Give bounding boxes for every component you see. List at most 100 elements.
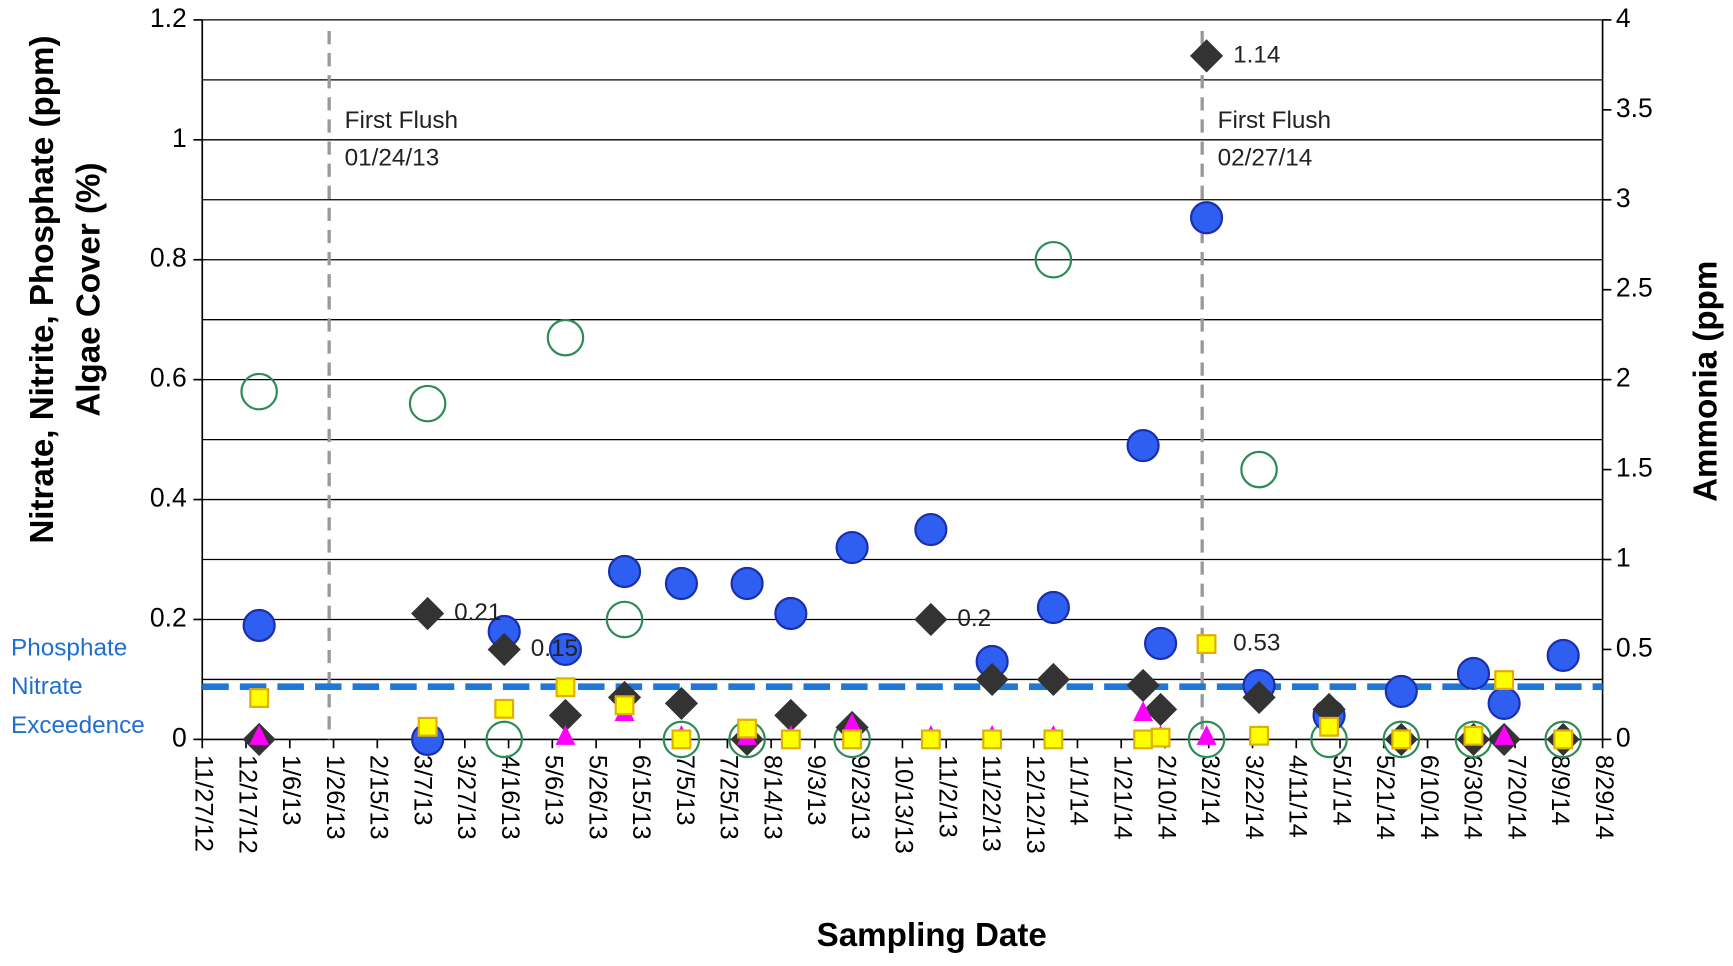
circle-marker: [1456, 656, 1491, 691]
triangle-marker: [1133, 701, 1154, 721]
circle-marker: [835, 530, 869, 565]
diamond-marker: [664, 686, 699, 721]
circle-marker: [1546, 638, 1580, 673]
square-marker: [671, 729, 692, 750]
data-label: 1.14: [1233, 41, 1280, 68]
x-tick-label: 7/25/13: [715, 755, 743, 840]
circle-marker: [914, 512, 948, 547]
diamond-marker: [1144, 692, 1178, 726]
circle-marker: [1144, 626, 1178, 661]
y-axis-title: Algae Cover (%): [70, 163, 107, 417]
x-tick-label: 6/10/14: [1415, 755, 1443, 840]
y-tick-label: 0.8: [150, 243, 187, 273]
data-label: 0.2: [957, 605, 991, 632]
algae-marker: [1034, 240, 1073, 279]
y2-tick-label: 4: [1616, 3, 1631, 33]
x-tick-label: 6/30/14: [1459, 755, 1487, 840]
circle-marker: [1384, 674, 1418, 709]
x-tick-label: 5/1/14: [1327, 755, 1355, 826]
square-marker: [614, 695, 635, 716]
x-tick-label: 9/23/13: [846, 755, 874, 840]
y-axis-title: Nitrate, Nitrite, Phosphate (ppm): [24, 35, 61, 543]
algae-marker: [662, 720, 701, 759]
diamond-marker: [411, 596, 445, 631]
x-tick-label: 3/22/14: [1240, 755, 1268, 840]
algae-marker: [1240, 450, 1278, 489]
triangle-marker: [1494, 725, 1515, 745]
annotation-text: 01/24/13: [345, 145, 440, 172]
x-tick-label: 7/5/13: [671, 755, 699, 826]
annotation-text: 02/27/14: [1218, 145, 1313, 172]
circle-marker: [1036, 590, 1070, 625]
circle-marker: [730, 566, 764, 601]
square-marker: [1196, 634, 1217, 655]
y2-tick-label: 2: [1616, 363, 1631, 393]
circle-marker: [548, 632, 583, 667]
x-tick-label: 2/10/14: [1152, 755, 1180, 840]
circle-marker: [242, 608, 276, 643]
square-marker: [1150, 727, 1171, 748]
diamond-marker: [1126, 668, 1160, 703]
circle-marker: [1126, 429, 1160, 463]
algae-marker: [1544, 720, 1582, 759]
circle-marker: [607, 554, 642, 589]
data-label: 0.15: [531, 635, 578, 662]
x-tick-label: 11/27/12: [190, 755, 218, 852]
x-tick-label: 1/21/14: [1109, 755, 1137, 840]
reference-label: Exceedence: [11, 712, 145, 739]
triangle-marker: [555, 725, 576, 745]
annotation-text: First Flush: [345, 107, 458, 134]
diamond-marker: [1189, 39, 1224, 73]
x-tick-label: 4/16/13: [496, 755, 524, 840]
x-axis-title: Sampling Date: [817, 917, 1047, 954]
square-marker: [1249, 725, 1270, 746]
square-marker: [494, 698, 515, 719]
diamond-marker: [774, 698, 808, 732]
x-tick-label: 10/13/13: [890, 755, 918, 854]
y-tick-label: 0.6: [150, 363, 187, 393]
y2-tick-label: 3: [1616, 183, 1631, 213]
square-marker: [780, 729, 801, 750]
x-tick-label: 12/17/12: [233, 755, 261, 854]
square-marker: [982, 729, 1003, 750]
y2-tick-label: 1.5: [1616, 453, 1653, 483]
diamond-marker: [914, 602, 948, 637]
x-tick-label: 2/15/13: [365, 755, 393, 840]
y-tick-label: 1.2: [150, 3, 187, 33]
algae-marker: [240, 372, 278, 411]
x-tick-label: 5/6/13: [540, 755, 568, 826]
x-tick-label: 8/29/14: [1590, 755, 1618, 840]
diamond-marker: [975, 662, 1009, 697]
y2-axis-title: Ammonia (ppm: [1687, 261, 1724, 502]
square-marker: [920, 729, 941, 750]
x-tick-label: 1/6/13: [277, 755, 305, 826]
x-tick-label: 9/3/13: [802, 755, 830, 826]
circle-marker: [774, 596, 808, 631]
circle-marker: [664, 566, 699, 601]
x-tick-label: 3/7/13: [408, 755, 436, 826]
triangle-marker: [1196, 725, 1217, 745]
square-marker: [555, 677, 576, 698]
y2-tick-label: 2.5: [1616, 273, 1653, 303]
x-tick-label: 5/26/13: [583, 755, 611, 840]
data-label: 0.53: [1233, 629, 1280, 656]
y-tick-label: 0: [172, 722, 187, 752]
diamond-marker: [487, 632, 521, 667]
reference-label: Nitrate: [11, 673, 83, 700]
triangle-marker: [249, 725, 270, 745]
algae-marker: [546, 318, 585, 357]
square-marker: [1463, 725, 1484, 746]
square-marker: [1494, 670, 1515, 690]
square-marker: [1043, 729, 1064, 750]
square-marker: [249, 688, 270, 708]
x-tick-label: 4/11/14: [1284, 755, 1312, 838]
algae-marker: [1382, 720, 1421, 759]
x-tick-label: 7/20/14: [1502, 755, 1530, 840]
diamond-marker: [1242, 680, 1276, 715]
y-tick-label: 0.4: [150, 483, 187, 513]
square-marker: [1319, 716, 1340, 737]
square-marker: [737, 718, 758, 739]
y2-tick-label: 0: [1616, 722, 1631, 752]
